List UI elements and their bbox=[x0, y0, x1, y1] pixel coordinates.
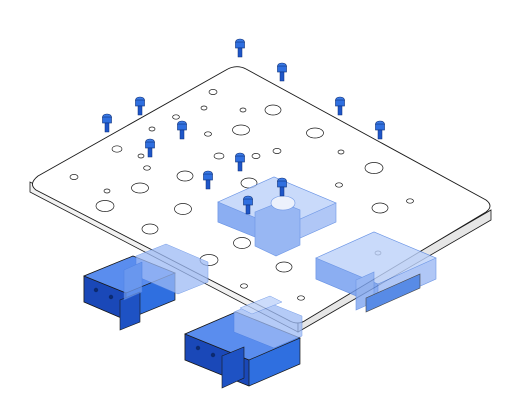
hole bbox=[251, 153, 261, 159]
hole bbox=[213, 152, 225, 160]
hole bbox=[69, 174, 79, 180]
hole bbox=[95, 200, 115, 212]
screw bbox=[277, 177, 287, 197]
screw bbox=[145, 138, 155, 158]
hole bbox=[131, 182, 149, 194]
hole bbox=[239, 107, 247, 113]
hole bbox=[143, 165, 151, 171]
hole bbox=[176, 170, 194, 182]
hole bbox=[337, 149, 345, 155]
hole bbox=[233, 237, 251, 249]
hole bbox=[172, 114, 180, 120]
carriage-block-center-top bbox=[217, 176, 337, 257]
screw bbox=[135, 96, 145, 116]
hole bbox=[272, 148, 282, 154]
hole bbox=[240, 283, 248, 289]
hole bbox=[208, 89, 218, 95]
hole bbox=[141, 223, 159, 235]
hole bbox=[406, 198, 414, 204]
hole bbox=[306, 127, 324, 139]
screw bbox=[102, 113, 112, 133]
screw bbox=[177, 120, 187, 140]
hole bbox=[111, 145, 123, 153]
hole bbox=[371, 202, 389, 214]
hole bbox=[148, 126, 156, 132]
hole bbox=[204, 131, 212, 137]
hole bbox=[200, 105, 208, 111]
hole bbox=[335, 182, 343, 188]
carriage-ghost-left bbox=[123, 243, 209, 301]
screw bbox=[243, 195, 253, 215]
screw bbox=[235, 38, 245, 58]
screw bbox=[277, 62, 287, 82]
hole bbox=[103, 188, 111, 194]
hole bbox=[174, 203, 192, 215]
screw bbox=[335, 96, 345, 116]
screw bbox=[203, 170, 213, 190]
hole bbox=[364, 162, 384, 174]
hole bbox=[137, 153, 145, 159]
screws bbox=[102, 38, 385, 215]
hole bbox=[232, 124, 250, 136]
hole bbox=[297, 295, 305, 301]
screw bbox=[235, 152, 245, 172]
screw bbox=[375, 120, 385, 140]
carriage-ghost-center bbox=[233, 295, 303, 349]
carriage-block-right bbox=[315, 231, 437, 313]
hole bbox=[264, 104, 282, 116]
hole bbox=[275, 261, 293, 273]
